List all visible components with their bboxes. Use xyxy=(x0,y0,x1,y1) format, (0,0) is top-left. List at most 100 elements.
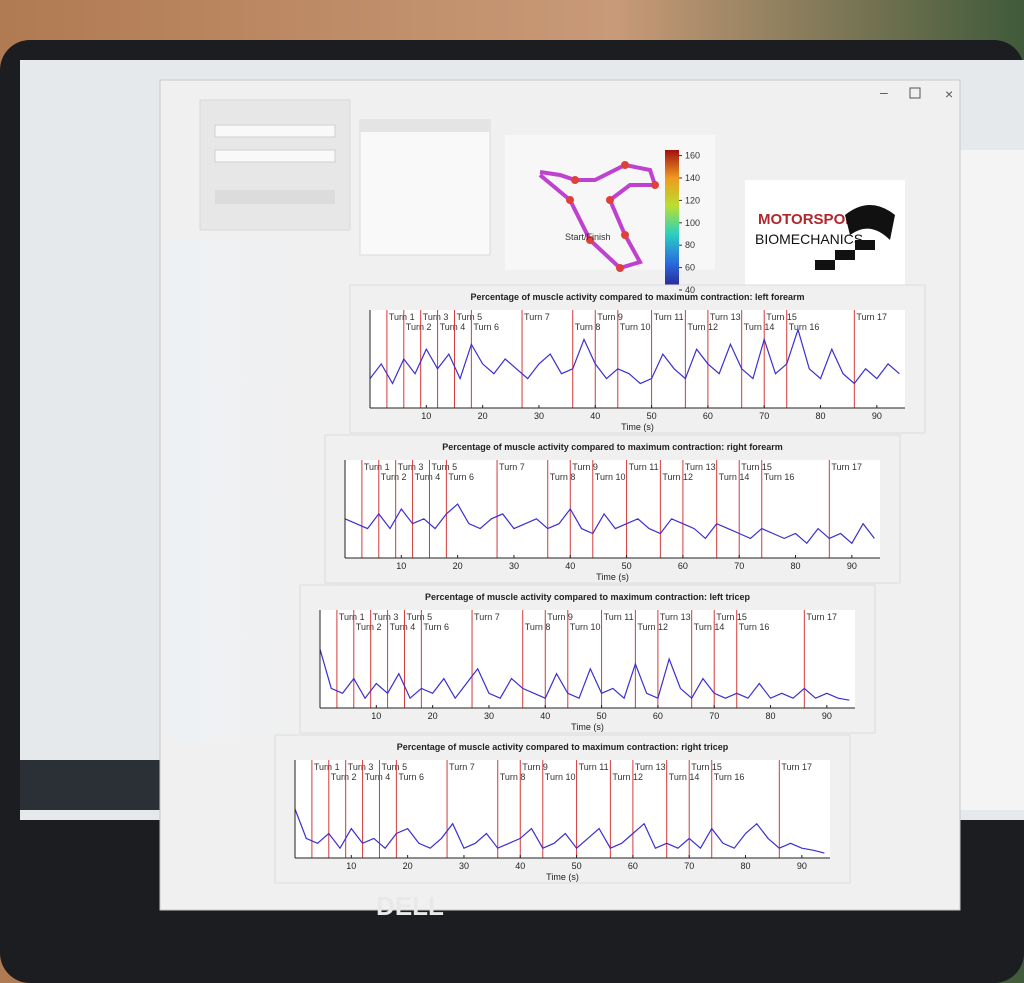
logo-checker xyxy=(815,240,875,270)
turn-label: Turn 10 xyxy=(570,622,601,632)
x-tick-label: 80 xyxy=(791,561,801,571)
x-tick-label: 40 xyxy=(565,561,575,571)
turn-label: Turn 11 xyxy=(629,462,659,472)
turn-label: Turn 17 xyxy=(806,612,837,622)
logo-text: BIOMECHANICS xyxy=(755,231,863,247)
x-tick-label: 60 xyxy=(628,861,638,871)
emg-line xyxy=(369,327,900,385)
turn-label: Turn 5 xyxy=(406,612,432,622)
start-label: Start/Finish xyxy=(565,232,611,242)
turn-label: Turn 14 xyxy=(669,772,700,782)
colorbar-tick-label: 160 xyxy=(685,151,700,161)
turn-dot xyxy=(616,264,624,272)
x-tick-label: 50 xyxy=(597,711,607,721)
logo-box xyxy=(745,180,905,290)
turn-label: Turn 9 xyxy=(522,762,548,772)
settings-panel xyxy=(199,99,351,231)
turn-label: Turn 7 xyxy=(499,462,525,472)
emg-line xyxy=(344,503,875,545)
x-tick-label: 30 xyxy=(534,411,544,421)
x-tick-label: 30 xyxy=(459,861,469,871)
input-field[interactable] xyxy=(214,124,336,138)
control-panel xyxy=(199,99,491,256)
turn-dot xyxy=(571,176,579,184)
turn-label: Turn 6 xyxy=(423,622,449,632)
close-button[interactable]: × xyxy=(945,86,953,102)
x-tick-label: 60 xyxy=(703,411,713,421)
turn-dot xyxy=(621,161,629,169)
turn-label: Turn 8 xyxy=(500,772,526,782)
turn-label: Turn 12 xyxy=(687,322,718,332)
turn-dot xyxy=(566,196,574,204)
turn-label: Turn 12 xyxy=(662,472,693,482)
colorbar-tick-label: 100 xyxy=(685,218,700,228)
turn-dot xyxy=(621,231,629,239)
turn-label: Turn 8 xyxy=(525,622,551,632)
turn-label: Turn 16 xyxy=(764,472,795,482)
logo-text: MOTORSPORT xyxy=(758,211,865,228)
turn-label: Turn 14 xyxy=(694,622,725,632)
turn-label: Turn 4 xyxy=(415,472,441,482)
turn-label: Turn 9 xyxy=(597,312,623,322)
minimize-button[interactable]: – xyxy=(880,84,888,100)
turn-dot xyxy=(586,236,594,244)
turn-label: Turn 15 xyxy=(741,462,772,472)
plot-area xyxy=(345,460,880,558)
x-axis-label: Time (s) xyxy=(546,872,579,882)
turn-label: Turn 2 xyxy=(356,622,382,632)
turn-label: Turn 3 xyxy=(398,462,424,472)
x-tick-label: 60 xyxy=(653,711,663,721)
turn-label: Turn 13 xyxy=(660,612,691,622)
x-tick-label: 20 xyxy=(478,411,488,421)
turn-label: Turn 3 xyxy=(373,612,399,622)
x-tick-label: 10 xyxy=(346,861,356,871)
chart-title: Percentage of muscle activity compared t… xyxy=(442,442,783,452)
plot-area xyxy=(295,760,830,858)
colorbar-tick-label: 140 xyxy=(685,173,700,183)
x-tick-label: 30 xyxy=(509,561,519,571)
turn-label: Turn 13 xyxy=(685,462,716,472)
table-header xyxy=(360,120,490,132)
turn-label: Turn 15 xyxy=(716,612,747,622)
turn-label: Turn 10 xyxy=(545,772,576,782)
turn-label: Turn 1 xyxy=(339,612,365,622)
data-table xyxy=(359,119,491,256)
x-tick-label: 90 xyxy=(822,711,832,721)
x-tick-label: 80 xyxy=(816,411,826,421)
maximize-button[interactable] xyxy=(909,87,921,99)
turn-label: Turn 13 xyxy=(635,762,666,772)
colorbar-tick-label: 120 xyxy=(685,195,700,205)
x-tick-label: 70 xyxy=(734,561,744,571)
turn-label: Turn 7 xyxy=(524,312,550,322)
turn-label: Turn 9 xyxy=(572,462,598,472)
turn-dot xyxy=(651,181,659,189)
turn-label: Turn 10 xyxy=(595,472,626,482)
x-tick-label: 20 xyxy=(453,561,463,571)
input-field[interactable] xyxy=(214,149,336,163)
turn-label: Turn 1 xyxy=(314,762,340,772)
turn-label: Turn 16 xyxy=(714,772,745,782)
turn-label: Turn 2 xyxy=(331,772,357,782)
turn-label: Turn 8 xyxy=(550,472,576,482)
turn-label: Turn 14 xyxy=(719,472,750,482)
colorbar-tick-label: 80 xyxy=(685,240,695,250)
turn-label: Turn 17 xyxy=(831,462,862,472)
x-axis-label: Time (s) xyxy=(596,572,629,582)
x-tick-label: 90 xyxy=(872,411,882,421)
colorbar-tick-label: 60 xyxy=(685,263,695,273)
turn-label: Turn 17 xyxy=(781,762,812,772)
turn-label: Turn 4 xyxy=(365,772,391,782)
button[interactable] xyxy=(215,190,335,204)
x-tick-label: 40 xyxy=(590,411,600,421)
turn-label: Turn 7 xyxy=(474,612,500,622)
turn-label: Turn 14 xyxy=(744,322,775,332)
turn-label: Turn 11 xyxy=(654,312,684,322)
x-tick-label: 70 xyxy=(684,861,694,871)
turn-label: Turn 11 xyxy=(579,762,609,772)
colorbar xyxy=(665,150,679,290)
turn-label: Turn 1 xyxy=(364,462,390,472)
x-tick-label: 40 xyxy=(540,711,550,721)
chart-title: Percentage of muscle activity compared t… xyxy=(397,742,729,752)
